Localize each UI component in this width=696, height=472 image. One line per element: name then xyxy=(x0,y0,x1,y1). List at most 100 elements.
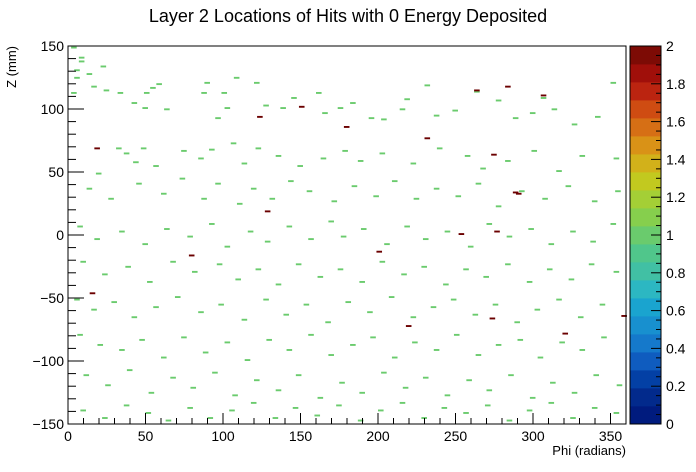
heatmap-bin xyxy=(588,263,595,266)
color-scale-segment xyxy=(630,280,661,299)
color-scale-segment xyxy=(630,226,661,245)
heatmap-bin xyxy=(413,197,420,200)
heatmap-bin xyxy=(192,270,198,273)
color-scale-label: 0.4 xyxy=(666,340,686,356)
heatmap-bin xyxy=(308,333,314,336)
heatmap-bin xyxy=(80,260,86,263)
heatmap-bin xyxy=(218,303,224,306)
heatmap-bin xyxy=(350,102,356,104)
heatmap-bin xyxy=(565,185,572,188)
y-tick-label: 50 xyxy=(48,164,64,180)
heatmap-bin xyxy=(579,154,586,157)
color-scale-label: 0.2 xyxy=(666,378,686,394)
heatmap-bin xyxy=(295,374,302,377)
heatmap-bin xyxy=(463,268,469,271)
heatmap-bin xyxy=(433,187,440,190)
heatmap-bin xyxy=(546,268,553,271)
heatmap-bin xyxy=(453,333,460,336)
heatmap-bin xyxy=(548,401,555,404)
heatmap-bin xyxy=(78,60,85,63)
x-axis: 0 50 100 150 200 250 300 350 xyxy=(64,413,627,444)
heatmap-bin xyxy=(190,386,197,389)
color-scale-bar xyxy=(629,45,662,425)
heatmap-bin xyxy=(455,195,462,198)
color-scale-label: 2 xyxy=(666,38,674,54)
heatmap-bin xyxy=(263,104,269,107)
heatmap-bin xyxy=(272,417,279,419)
heatmap-bin xyxy=(74,69,80,72)
heatmap-bin xyxy=(433,349,440,351)
heatmap-bin xyxy=(430,306,437,309)
heatmap-bin xyxy=(322,112,328,115)
heatmap-bin xyxy=(86,187,93,190)
color-scale-segment xyxy=(630,64,661,83)
heatmap-bin xyxy=(559,341,565,344)
heatmap-bin xyxy=(233,76,240,79)
heatmap-bin xyxy=(388,296,395,298)
heatmap-bin xyxy=(450,298,457,301)
heatmap-bin xyxy=(345,301,352,304)
heatmap-bin xyxy=(519,190,525,193)
heatmap-bin xyxy=(357,419,364,422)
heatmap-bin xyxy=(108,197,114,200)
color-scale-label: 1.4 xyxy=(666,151,686,167)
heatmap-bin xyxy=(570,230,576,233)
heatmap-bin xyxy=(80,409,86,412)
heatmap-bin xyxy=(328,220,334,223)
heatmap-bin xyxy=(424,84,431,87)
heatmap-bin xyxy=(275,389,282,392)
heatmap-bin xyxy=(316,91,322,94)
heatmap-bin xyxy=(540,94,547,97)
heatmap-bin xyxy=(77,333,83,336)
heatmap-bin xyxy=(215,182,221,185)
heatmap-bin xyxy=(613,412,620,414)
color-scale-segment xyxy=(630,82,661,101)
color-scale-label: 0.6 xyxy=(666,303,686,319)
heatmap-bin xyxy=(306,190,313,193)
heatmap-bin xyxy=(119,349,125,351)
heatmap-bin xyxy=(562,332,569,335)
heatmap-bin xyxy=(421,265,427,268)
color-scale-segment xyxy=(630,370,661,389)
color-scale-axis: 0 0.2 0.4 0.6 0.8 1 1.2 1.4 1.6 1.8 2 xyxy=(651,38,686,432)
heatmap-bin xyxy=(232,394,238,397)
heatmap-bin xyxy=(590,240,596,243)
heatmap-bin xyxy=(475,182,482,185)
heatmap-bin xyxy=(275,283,282,286)
heatmap-bin xyxy=(198,311,204,314)
heatmap-bin xyxy=(591,200,598,203)
heatmap-bin xyxy=(505,263,511,266)
heatmap-bin xyxy=(351,185,358,188)
heatmap-bin xyxy=(83,374,90,377)
heatmap-bin xyxy=(286,225,293,228)
heatmap-bin xyxy=(526,280,533,283)
heatmap-bin xyxy=(424,137,431,140)
x-tick-label: 300 xyxy=(521,428,545,444)
color-scale-segment xyxy=(630,262,661,281)
heatmap-bin xyxy=(517,338,524,341)
heatmap-bin xyxy=(591,406,598,409)
heatmap-bin xyxy=(123,404,130,407)
heatmap-bin xyxy=(247,230,254,233)
heatmap-bin xyxy=(357,160,364,162)
heatmap-bin xyxy=(148,391,155,394)
heatmap-bin xyxy=(542,197,548,200)
heatmap-bin xyxy=(201,197,207,200)
color-scale-segment xyxy=(630,244,661,263)
heatmap-bin xyxy=(133,161,139,164)
heatmap-bin xyxy=(337,268,344,271)
heatmap-bin xyxy=(593,374,600,377)
heatmap-bin xyxy=(556,170,562,172)
heatmap-bin xyxy=(506,235,513,238)
color-scale-label: 0 xyxy=(666,416,674,432)
heatmap-bin xyxy=(512,117,519,120)
color-scale-segment xyxy=(630,316,661,335)
heatmap-bin xyxy=(255,268,262,271)
heatmap-bin xyxy=(484,404,491,407)
heatmap-bin xyxy=(613,270,620,273)
heatmap-bin xyxy=(529,396,536,399)
heatmap-bin xyxy=(143,91,150,94)
heatmap-bin xyxy=(551,108,558,111)
heatmap-bin xyxy=(399,108,406,111)
